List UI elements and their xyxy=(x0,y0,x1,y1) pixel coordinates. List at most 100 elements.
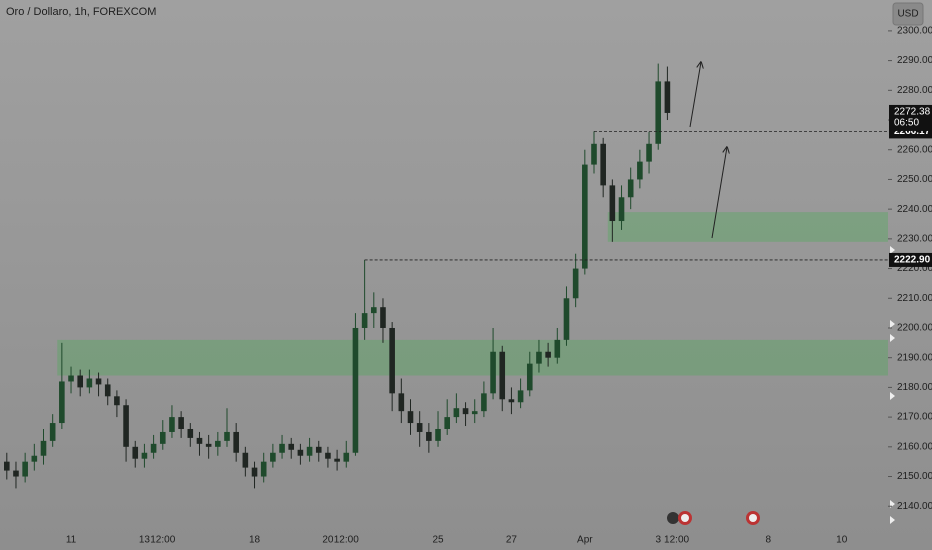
candle-body xyxy=(481,393,487,412)
candle-body xyxy=(315,446,322,453)
candle-body xyxy=(646,143,652,162)
x-tick-label: 27 xyxy=(506,535,518,546)
chart-title: Oro / Dollaro, 1h, FOREXCOM xyxy=(6,6,156,18)
candle-body xyxy=(22,461,28,477)
candle-body xyxy=(40,440,47,456)
candle-body xyxy=(104,384,111,397)
candle-body xyxy=(31,455,38,462)
x-tick-label: 8 xyxy=(766,535,772,546)
candle-body xyxy=(13,470,19,477)
candle-body xyxy=(141,452,148,459)
candle-body xyxy=(517,390,524,403)
candle-body xyxy=(205,443,212,447)
candle-body xyxy=(416,423,423,432)
zone xyxy=(57,339,888,376)
currency-button[interactable] xyxy=(892,2,924,26)
y-tick-label: 2190.00 xyxy=(897,352,932,363)
candle-body xyxy=(150,443,157,453)
candle-body xyxy=(59,381,65,424)
candle-body xyxy=(361,313,368,328)
candle-body xyxy=(435,428,441,441)
x-tick-label: 25 xyxy=(432,535,444,546)
x-tick-label: 12:00 xyxy=(334,535,359,546)
last-price-box xyxy=(889,104,932,131)
candle-body xyxy=(526,363,533,391)
candle-body xyxy=(297,449,304,456)
y-tick-label: 2300.00 xyxy=(897,26,932,37)
x-tick-label: 11 xyxy=(66,535,77,546)
candle-body xyxy=(582,164,588,269)
y-tick-label: 2160.00 xyxy=(897,441,932,452)
x-tick-label: 20 xyxy=(322,535,334,546)
candle-body xyxy=(407,411,414,424)
candle-body xyxy=(536,351,542,364)
x-tick-label: 12:00 xyxy=(150,535,175,546)
candle-body xyxy=(499,351,506,400)
candle-body xyxy=(233,431,239,453)
zone xyxy=(607,212,888,242)
y-tick-label: 2250.00 xyxy=(897,174,932,185)
candle-body xyxy=(68,375,74,382)
candle-body xyxy=(224,431,230,441)
y-tick-label: 2210.00 xyxy=(897,293,932,304)
y-tick-label: 2170.00 xyxy=(897,412,932,423)
countdown-label: 06:50 xyxy=(894,118,919,129)
candle-body xyxy=(215,440,221,447)
y-tick-label: 2280.00 xyxy=(897,85,932,96)
candle-body xyxy=(627,179,634,198)
candle-body xyxy=(288,443,295,450)
y-tick-label: 2230.00 xyxy=(897,233,932,244)
y-tick-label: 2240.00 xyxy=(897,204,932,215)
candle-body xyxy=(334,458,340,462)
candle-body xyxy=(325,452,331,459)
candle-body xyxy=(389,327,395,394)
candle-body xyxy=(4,461,10,471)
candle-body xyxy=(86,378,93,388)
candle-body xyxy=(187,428,194,438)
candle-body xyxy=(196,437,203,444)
candle-body xyxy=(655,81,662,144)
candle-body xyxy=(123,405,129,447)
candle-body xyxy=(306,446,313,456)
y-tick-label: 2180.00 xyxy=(897,382,932,393)
x-tick-label: Apr xyxy=(577,535,593,546)
candle-body xyxy=(251,467,258,477)
candle-body xyxy=(270,452,276,462)
candle-body xyxy=(572,268,579,299)
level-label: 2222.90 xyxy=(894,255,931,266)
y-tick-label: 2290.00 xyxy=(897,55,932,66)
y-tick-label: 2260.00 xyxy=(897,144,932,155)
candle-body xyxy=(609,185,616,222)
candle-body xyxy=(453,408,460,418)
candle-body xyxy=(563,298,570,340)
candle-body xyxy=(371,307,377,314)
x-tick-label: 10 xyxy=(836,535,848,546)
candle-body xyxy=(545,351,551,358)
arrow xyxy=(711,147,727,239)
candle-body xyxy=(637,161,643,180)
candle-body xyxy=(178,417,184,429)
y-tick-label: 2200.00 xyxy=(897,323,932,334)
candle-body xyxy=(462,408,469,415)
x-tick-label: 3 xyxy=(655,535,661,546)
candle-body xyxy=(132,446,139,459)
y-tick-label: 2140.00 xyxy=(897,501,932,512)
candle-body xyxy=(554,339,561,358)
currency-label: USD xyxy=(897,9,918,20)
candle-body xyxy=(600,143,606,186)
candle-body xyxy=(279,443,285,453)
x-tick-label: 18 xyxy=(249,535,261,546)
candle-body xyxy=(114,396,120,406)
level-label-box xyxy=(889,252,932,267)
candle-body xyxy=(169,417,175,432)
candle-body xyxy=(426,431,432,441)
y-tick-label: 2220.00 xyxy=(897,263,932,274)
candle-body xyxy=(444,417,450,429)
candle-body xyxy=(490,351,496,394)
candle-body xyxy=(49,423,56,441)
candle-body xyxy=(352,327,359,453)
y-tick-label: 2150.00 xyxy=(897,471,932,482)
